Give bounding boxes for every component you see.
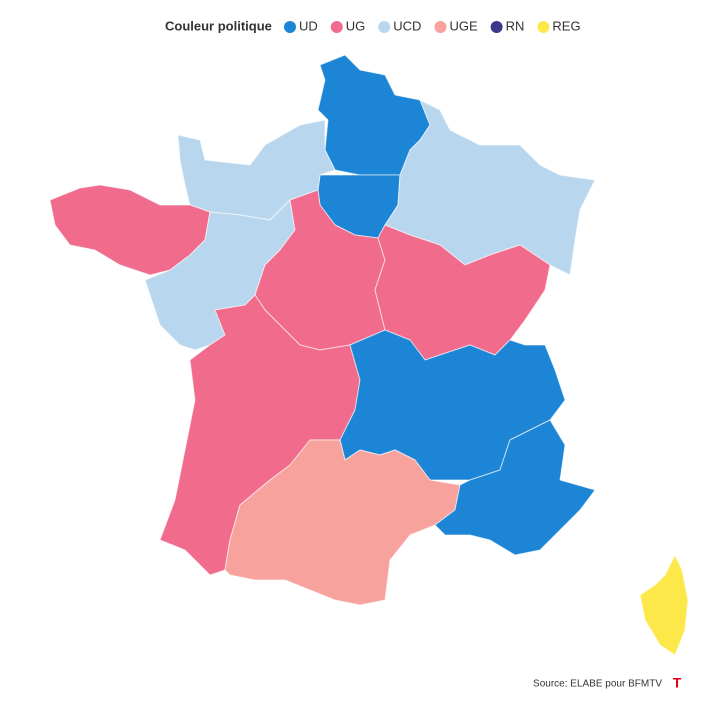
legend: UD UG UCD UGE RN REG <box>284 18 581 33</box>
legend-label: UG <box>346 18 366 33</box>
legend-label: UGE <box>449 18 478 33</box>
region <box>434 419 596 556</box>
legend-label: RN <box>506 18 525 33</box>
legend-swatch <box>330 21 343 33</box>
regions <box>49 54 689 656</box>
legend-swatch <box>378 21 391 33</box>
legend-swatch <box>284 21 296 33</box>
logo: T <box>673 675 682 691</box>
legend-label: UD <box>299 18 318 33</box>
source: Source: ELABE pour BFMTV <box>533 679 662 690</box>
legend-swatch <box>537 21 550 33</box>
legend-label: UCD <box>393 18 421 33</box>
legend-label: REG <box>552 18 580 33</box>
region <box>224 439 461 606</box>
legend-swatch <box>434 21 447 33</box>
legend-swatch <box>490 21 503 33</box>
region <box>639 554 689 656</box>
legend-title: Couleur politique <box>165 18 272 33</box>
